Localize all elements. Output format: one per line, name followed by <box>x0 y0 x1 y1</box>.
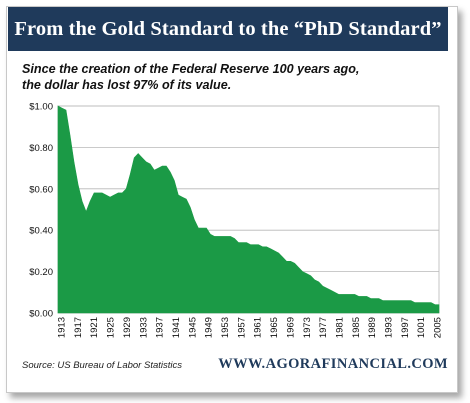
y-tick-label: $1.00 <box>29 102 53 113</box>
x-tick-label: 1997 <box>400 317 411 338</box>
x-tick-label: 1913 <box>57 317 68 338</box>
x-tick-label: 1953 <box>220 317 231 338</box>
x-tick-label: 1921 <box>89 317 100 338</box>
chart-title-banner: From the Gold Standard to the “PhD Stand… <box>8 7 448 51</box>
x-tick-label: 1941 <box>171 317 182 338</box>
x-tick-label: 2005 <box>433 317 444 338</box>
x-tick-label: 1989 <box>367 317 378 338</box>
x-tick-label: 1945 <box>187 317 198 338</box>
website-url: WWW.AGORAFINANCIAL.COM <box>218 356 448 372</box>
y-tick-label: $0.20 <box>29 267 53 278</box>
x-tick-label: 1993 <box>384 317 395 338</box>
y-tick-label: $0.60 <box>29 184 53 195</box>
x-tick-label: 1957 <box>236 317 247 338</box>
x-tick-label: 1917 <box>73 317 84 338</box>
subtitle-line-2: the dollar has lost 97% of its value. <box>22 78 232 92</box>
source-note: Source: US Bureau of Labor Statistics <box>22 360 182 371</box>
y-tick-label: $0.00 <box>29 309 53 320</box>
x-tick-label: 1933 <box>138 317 149 338</box>
x-tick-label: 1965 <box>269 317 280 338</box>
y-tick-label: $0.80 <box>29 143 53 154</box>
x-tick-label: 1929 <box>122 317 133 338</box>
x-tick-label: 1949 <box>204 317 215 338</box>
dollar-value-area <box>57 105 440 314</box>
x-tick-label: 1969 <box>285 317 296 338</box>
x-tick-label: 1977 <box>318 317 329 338</box>
y-tick-label: $0.40 <box>29 226 53 237</box>
x-tick-label: 1001 <box>416 317 427 338</box>
x-tick-label: 1937 <box>155 317 166 338</box>
x-tick-label: 1981 <box>335 317 346 338</box>
x-tick-label: 1985 <box>351 317 362 338</box>
subtitle-line-1: Since the creation of the Federal Reserv… <box>22 62 360 76</box>
x-tick-label: 1973 <box>302 317 313 338</box>
x-tick-label: 1961 <box>253 317 264 338</box>
x-tick-label: 1925 <box>106 317 117 338</box>
chart-subtitle: Since the creation of the Federal Reserv… <box>22 61 442 93</box>
